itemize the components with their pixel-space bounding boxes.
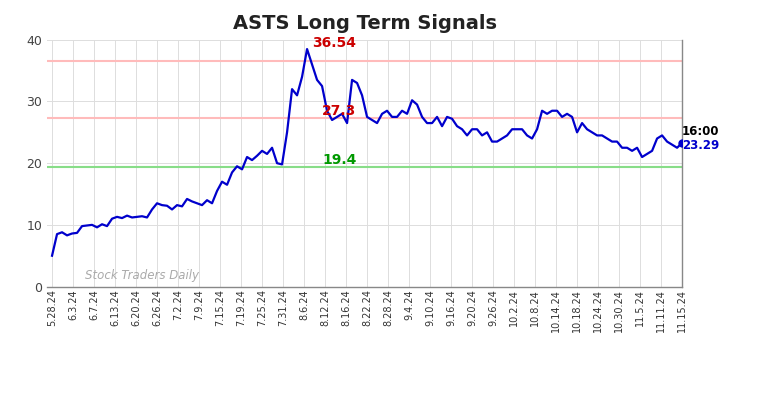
Text: Stock Traders Daily: Stock Traders Daily xyxy=(85,269,199,282)
Text: 27.3: 27.3 xyxy=(322,104,356,118)
Text: 16:00: 16:00 xyxy=(682,125,720,139)
Text: 19.4: 19.4 xyxy=(322,153,357,167)
Title: ASTS Long Term Signals: ASTS Long Term Signals xyxy=(233,14,496,33)
Text: 23.29: 23.29 xyxy=(682,139,720,152)
Text: 36.54: 36.54 xyxy=(312,36,356,50)
